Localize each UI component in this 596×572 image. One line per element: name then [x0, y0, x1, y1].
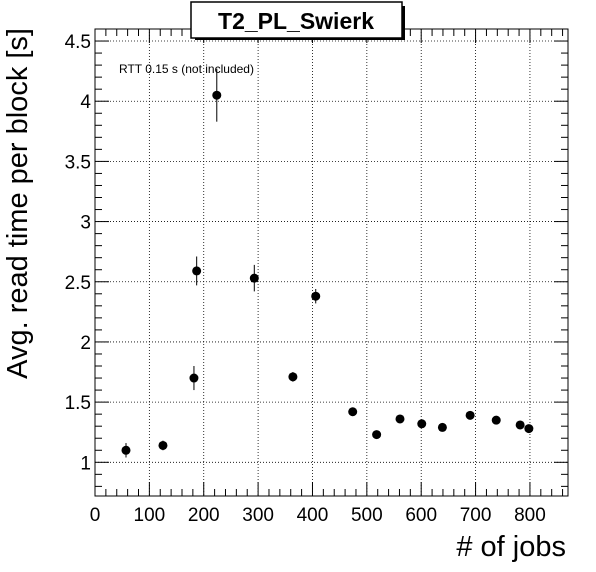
x-tick-label: 0 — [90, 505, 101, 526]
data-point — [491, 415, 501, 425]
data-point — [465, 410, 475, 420]
point-marker — [249, 273, 259, 283]
data-points — [121, 68, 534, 458]
point-marker — [524, 424, 534, 434]
data-point — [417, 419, 427, 429]
x-axis-title: # of jobs — [456, 531, 566, 563]
x-tick-label: 200 — [188, 505, 220, 526]
point-marker — [395, 414, 405, 424]
y-tick-label: 2 — [80, 333, 91, 354]
data-point — [189, 366, 199, 391]
x-tick-label: 500 — [351, 505, 383, 526]
x-tick-label: 700 — [460, 505, 492, 526]
title-frame — [190, 1, 403, 39]
point-marker — [311, 291, 321, 301]
data-point — [192, 256, 202, 286]
data-point — [524, 424, 534, 434]
point-marker — [121, 445, 131, 455]
title-shadow-bottom — [195, 38, 405, 40]
point-marker — [212, 90, 222, 100]
title-box: T2_PL_Swierk — [190, 1, 405, 40]
x-tick-label: 600 — [405, 505, 437, 526]
data-point — [348, 407, 358, 417]
y-tick-label: 2.5 — [65, 273, 91, 294]
data-point — [311, 288, 321, 304]
y-tick-label: 1 — [80, 453, 91, 474]
data-point — [212, 68, 222, 122]
x-tick-label: 100 — [134, 505, 166, 526]
x-tick-label: 300 — [242, 505, 274, 526]
y-tick-label: 4.5 — [65, 32, 91, 53]
y-tick-label: 3 — [80, 213, 91, 234]
point-marker — [189, 373, 199, 383]
data-point — [437, 422, 447, 432]
chart-title: T2_PL_Swierk — [218, 8, 374, 34]
point-marker — [192, 266, 202, 276]
point-marker — [465, 410, 475, 420]
data-point — [121, 443, 131, 458]
point-marker — [491, 415, 501, 425]
data-point — [395, 414, 405, 424]
rtt-annotation: RTT 0.15 s (not included) — [119, 62, 254, 76]
data-point — [288, 372, 298, 382]
y-axis-title: Avg. read time per block [s] — [2, 28, 34, 379]
point-marker — [515, 420, 525, 430]
y-tick-label: 3.5 — [65, 152, 91, 173]
point-marker — [437, 422, 447, 432]
x-tick-label: 800 — [514, 505, 546, 526]
data-point — [515, 420, 525, 430]
tick-labels: 1 1.5 2 2.5 3 3.5 4 4.5 0 100 200 300 400 500 600 700 80… — [65, 32, 546, 526]
point-marker — [158, 440, 168, 450]
y-tick-label: 1.5 — [65, 393, 91, 414]
y-tick-label: 4 — [80, 92, 91, 113]
data-point — [158, 440, 168, 451]
data-point — [249, 264, 259, 292]
title-shadow-right — [402, 6, 405, 40]
point-marker — [372, 430, 382, 440]
data-point — [372, 430, 382, 440]
point-marker — [288, 372, 298, 382]
grid-lines — [95, 29, 568, 496]
x-tick-label: 400 — [297, 505, 329, 526]
point-marker — [348, 407, 358, 417]
point-marker — [417, 419, 427, 429]
